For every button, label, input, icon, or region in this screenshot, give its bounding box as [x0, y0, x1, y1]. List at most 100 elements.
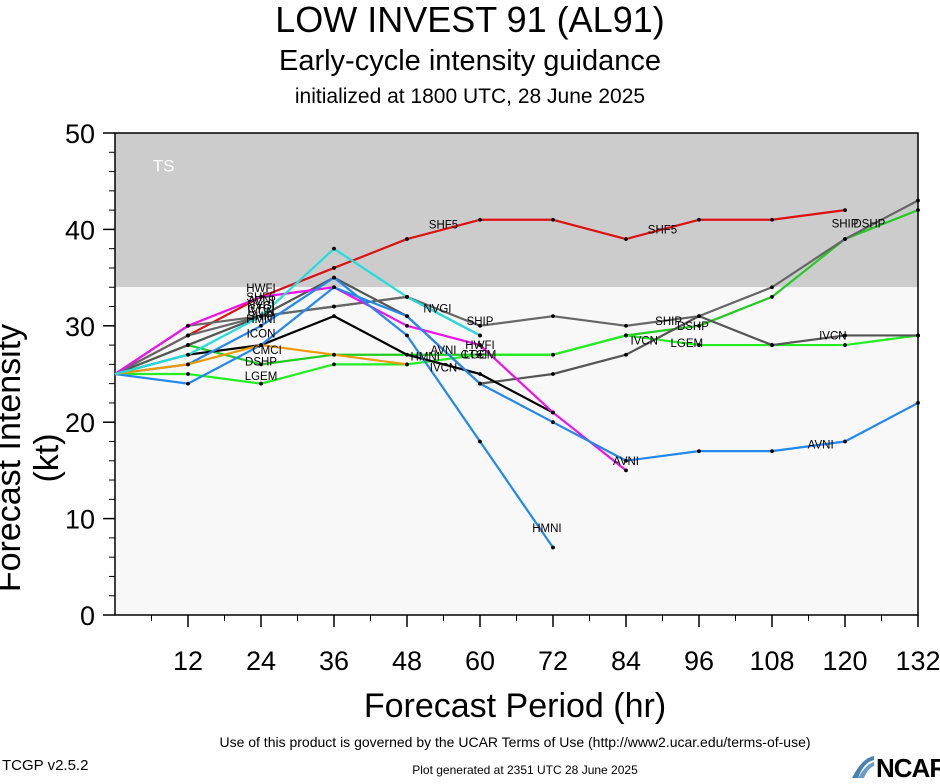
model-label-hwfi: HWFI — [246, 283, 275, 295]
model-label-shf5: SHF5 — [429, 220, 458, 232]
intensity-band-ts — [115, 133, 918, 288]
model-label-dshp: DSHP — [677, 321, 709, 333]
model-label-hmni: HMNI — [411, 352, 440, 364]
x-axis-label: Forecast Period (hr) — [363, 687, 667, 725]
model-label-lgem: LGEM — [464, 350, 497, 362]
data-point-hwfi — [405, 323, 409, 328]
data-point-hmni — [332, 275, 336, 280]
data-point-avni — [624, 458, 628, 463]
y-tick-label: 50 — [65, 119, 95, 149]
model-label-avni: AVNI — [248, 295, 274, 307]
data-point-shf5 — [478, 217, 482, 222]
data-point-ivcn — [843, 333, 847, 338]
data-point-nvgi — [186, 333, 190, 338]
data-point-ctci — [259, 314, 263, 319]
data-point-dshp — [770, 294, 774, 299]
y-tick-label: 30 — [65, 312, 95, 342]
x-tick-label: 60 — [465, 646, 495, 676]
ncar-logo-icon — [852, 756, 874, 778]
series-line-ctci — [114, 247, 481, 376]
data-point-lgem — [551, 352, 555, 357]
data-point-dshp — [259, 362, 263, 367]
data-point-icon — [405, 352, 409, 357]
data-point-ivcn — [624, 352, 628, 357]
model-label-ivcn: IVCN — [430, 362, 457, 374]
series-line-ship — [114, 199, 919, 375]
model-label-avni: AVNI — [613, 456, 639, 468]
data-point-lgem — [624, 333, 628, 338]
y-tick-label: 0 — [80, 601, 95, 631]
data-point-icon — [478, 372, 482, 376]
data-point-hwfi — [551, 410, 555, 415]
x-tick-label: 96 — [684, 646, 714, 676]
x-tick-label: 12 — [173, 646, 203, 676]
model-label-avni: AVNI — [431, 345, 457, 357]
intensity-band-below-ts — [115, 287, 918, 615]
data-point-ctci — [405, 294, 409, 299]
data-point-shf5 — [332, 266, 336, 270]
model-label-nvgi: NVGI — [423, 303, 451, 315]
data-point-avni — [770, 449, 774, 454]
model-label-lgem: LGEM — [671, 338, 704, 350]
x-tick-label: 36 — [319, 646, 349, 676]
data-point-shf5 — [697, 217, 701, 222]
model-label-ship: SHIP — [832, 219, 859, 231]
model-label-shf5: SHF5 — [246, 292, 275, 304]
data-point-avni — [186, 381, 190, 386]
data-point-ivcn — [770, 343, 774, 347]
data-point-ship — [843, 237, 847, 241]
y-tick-label: 40 — [65, 215, 95, 245]
data-point-hmni — [405, 333, 409, 338]
data-point-avni — [551, 420, 555, 425]
data-point-ship — [770, 285, 774, 290]
model-label-ship: SHIP — [467, 316, 494, 328]
x-tick-label: 84 — [611, 646, 641, 676]
model-label-nvgi: NVGI — [247, 301, 275, 313]
model-label-ivcn: IVCN — [247, 306, 274, 318]
x-tick-label: 24 — [246, 646, 276, 676]
data-point-ship — [624, 323, 628, 328]
band-label-ts: TS — [153, 157, 175, 176]
data-point-avni — [916, 401, 920, 405]
data-point-ship — [478, 323, 482, 328]
data-point-lgem — [259, 381, 263, 386]
data-point-avni — [843, 439, 847, 444]
data-point-ivcn — [186, 343, 190, 347]
data-point-avni — [332, 285, 336, 290]
model-label-ship: SHIP — [248, 311, 275, 323]
data-point-ship — [551, 314, 555, 319]
model-label-ship: SHIP — [655, 316, 682, 328]
intensity-chart: TS 0 10 20 30 40 50 12 24 36 48 60 72 84 96 108 120 132 SH… — [65, 119, 940, 676]
data-point-ctci — [478, 333, 482, 338]
data-point-lgem — [478, 352, 482, 357]
data-point-hmni — [259, 323, 263, 328]
x-tick-label: 48 — [392, 646, 422, 676]
data-point-shf5 — [843, 208, 847, 213]
data-point-lgem — [697, 343, 701, 347]
data-point-cmci — [405, 362, 409, 367]
data-point-avni — [478, 381, 482, 386]
model-label-dshp: DSHP — [853, 219, 885, 231]
model-label-ctci: CTCI — [248, 303, 275, 315]
model-label-hmni: HMNI — [532, 523, 561, 535]
data-point-hwfi — [624, 468, 628, 473]
data-point-cmci — [186, 362, 190, 367]
data-point-ivcn — [551, 372, 555, 376]
data-point-nvgi — [332, 304, 336, 309]
model-label-avni: AVNI — [808, 439, 834, 451]
data-point-cmci — [332, 352, 336, 357]
data-point-hwfi — [478, 343, 482, 347]
y-tick-label: 20 — [65, 408, 95, 438]
data-point-ctci — [332, 246, 336, 251]
x-tick-label: 72 — [538, 646, 568, 676]
data-point-ivcn — [697, 314, 701, 319]
version-label: TCGP v2.5.2 — [2, 757, 89, 774]
x-tick-label: 108 — [749, 646, 794, 676]
data-point-lgem — [332, 362, 336, 367]
data-point-dshp — [697, 323, 701, 328]
data-point-ivcn — [916, 333, 920, 338]
series-line-avni — [114, 286, 919, 462]
data-point-hwfi — [259, 294, 263, 299]
data-point-avni — [405, 314, 409, 319]
data-point-hmni — [551, 545, 555, 550]
